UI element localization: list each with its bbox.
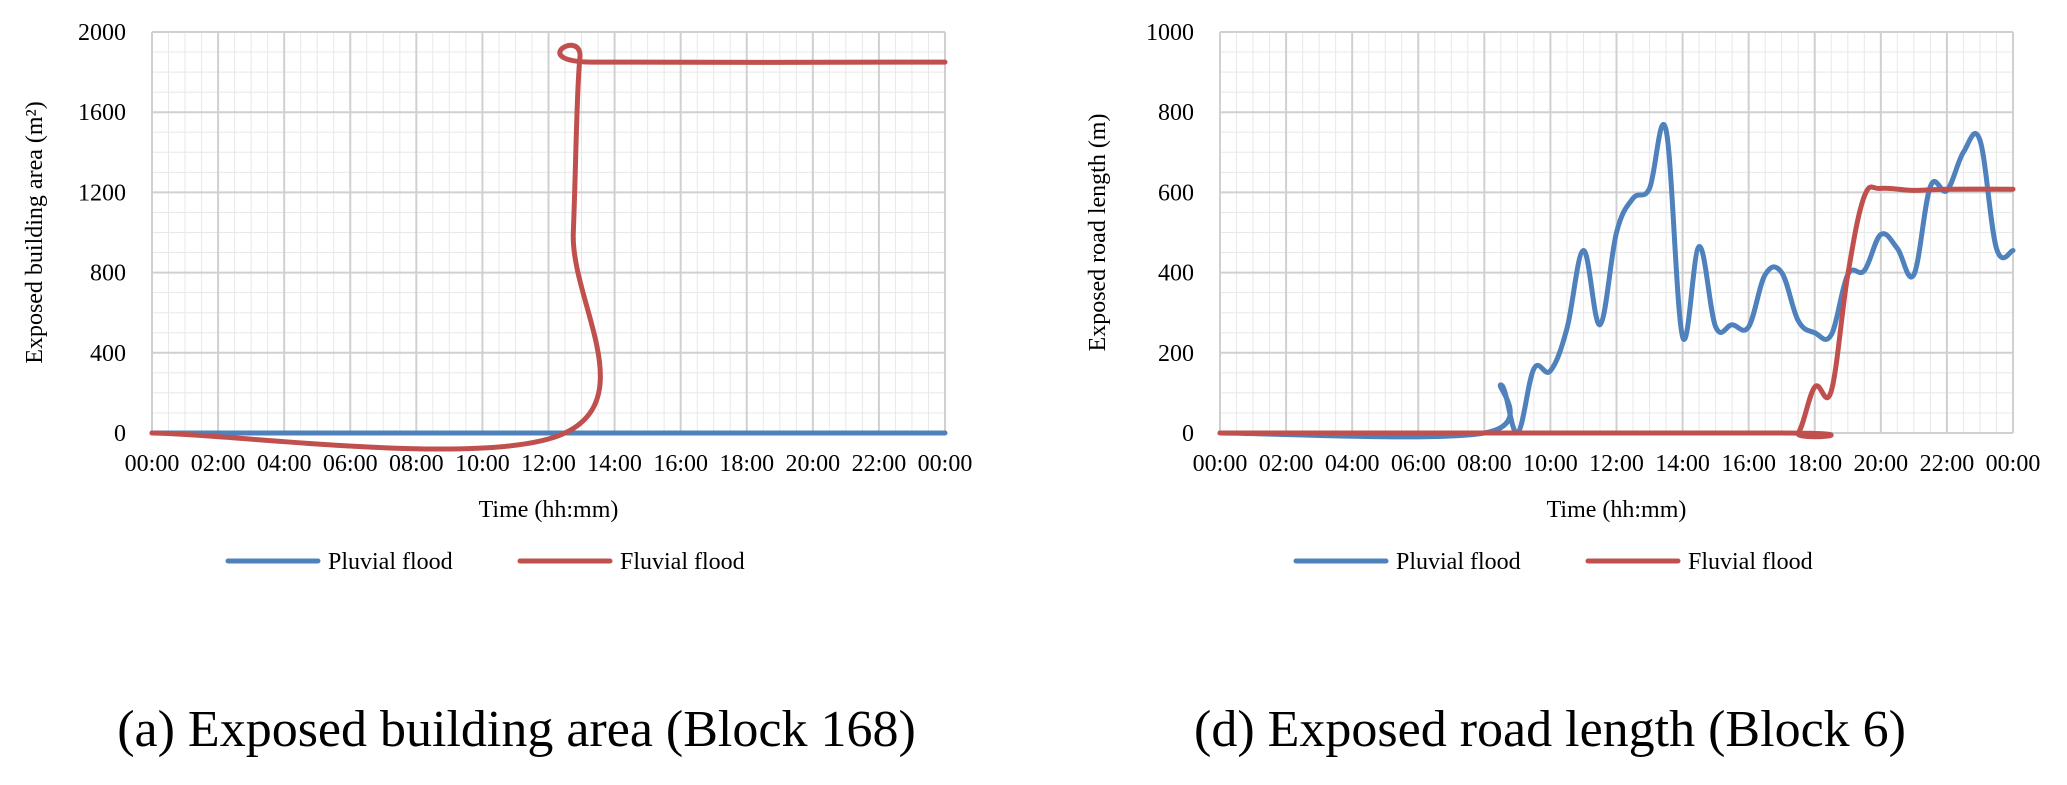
x-tick-label: 14:00 [1655,451,1710,477]
x-axis-title-d: Time (hh:mm) [1547,497,1687,523]
x-tick-label: 00:00 [1193,451,1248,477]
y-tick-label: 1600 [78,100,126,126]
x-tick-label: 10:00 [455,451,510,477]
x-tick-label: 04:00 [257,451,312,477]
x-tick-label: 02:00 [191,451,246,477]
x-tick-label: 16:00 [653,451,708,477]
y-tick-label: 800 [1158,100,1194,126]
x-tick-label: 10:00 [1523,451,1578,477]
x-tick-label: 12:00 [521,451,576,477]
y-tick-label: 1000 [1146,20,1194,46]
x-tick-label: 02:00 [1259,451,1314,477]
x-tick-label: 04:00 [1325,451,1380,477]
chart-d: 0 200 400 600 800 1000 00:00 02:00 04:00 06:00 08:… [1085,20,2041,575]
x-tick-label: 22:00 [1920,451,1975,477]
plot-area-a [151,31,946,434]
y-tick-label: 400 [90,341,126,367]
legend-label: Pluvial flood [1396,549,1521,575]
x-tick-label: 08:00 [1457,451,1512,477]
y-tick-label: 200 [1158,341,1194,367]
legend-d: Pluvial flood Fluvial flood [1293,549,1813,575]
panel-d: 0 200 400 600 800 1000 00:00 02:00 04:00 06:00 08:… [1033,0,2067,785]
y-axis-title-a: Exposed building area (m²) [22,101,48,363]
legend-item-pluvial-flood: Pluvial flood [225,549,453,575]
legend-item-fluvial-flood: Fluvial flood [517,549,745,575]
x-tick-labels-a: 00:00 02:00 04:00 06:00 08:00 10:00 12:00 14:00… [125,451,973,477]
series-group-d [1217,122,2016,440]
y-tick-labels-d: 0 200 400 600 800 1000 [1146,20,1194,447]
x-tick-label: 14:00 [587,451,642,477]
y-tick-label: 600 [1158,180,1194,206]
major-grid [151,31,946,434]
series-line-fluvial-flood [1217,184,2016,440]
legend-item-fluvial-flood: Fluvial flood [1585,549,1813,575]
y-tick-label: 2000 [78,20,126,46]
legend-item-pluvial-flood: Pluvial flood [1293,549,1521,575]
x-tick-label: 20:00 [1853,451,1908,477]
x-tick-label: 16:00 [1721,451,1776,477]
x-tick-label: 06:00 [1391,451,1446,477]
x-tick-label: 18:00 [1787,451,1842,477]
series-group-a [149,42,948,452]
x-tick-label: 22:00 [852,451,907,477]
x-tick-label: 00:00 [918,451,973,477]
legend-label: Pluvial flood [328,549,453,575]
y-axis-title-d: Exposed road length (m) [1085,114,1111,352]
y-tick-label: 1200 [78,180,126,206]
x-tick-label: 06:00 [323,451,378,477]
x-tick-label: 12:00 [1589,451,1644,477]
legend-label: Fluvial flood [620,549,745,575]
y-tick-label: 400 [1158,261,1194,287]
caption-d: (d) Exposed road length (Block 6) [1194,701,1906,758]
caption-a: (a) Exposed building area (Block 168) [117,701,916,758]
x-tick-label: 18:00 [719,451,774,477]
y-tick-label: 0 [1182,421,1194,447]
x-tick-label: 00:00 [125,451,180,477]
x-tick-label: 20:00 [785,451,840,477]
x-axis-title-a: Time (hh:mm) [479,497,619,523]
x-tick-labels-d: 00:00 02:00 04:00 06:00 08:00 10:00 12:00 14:00… [1193,451,2041,477]
x-tick-label: 08:00 [389,451,444,477]
y-tick-label: 0 [114,421,126,447]
series-line-fluvial-flood [149,42,948,452]
panel-a: 0 400 800 1200 1600 2000 00:00 02:00 04:00 06:00 0… [0,0,1033,785]
y-tick-label: 800 [90,261,126,287]
y-tick-labels-a: 0 400 800 1200 1600 2000 [78,20,126,447]
legend-a: Pluvial flood Fluvial flood [225,549,745,575]
legend-label: Fluvial flood [1688,549,1813,575]
series-line-pluvial-flood [1217,122,2016,440]
x-tick-label: 00:00 [1986,451,2041,477]
